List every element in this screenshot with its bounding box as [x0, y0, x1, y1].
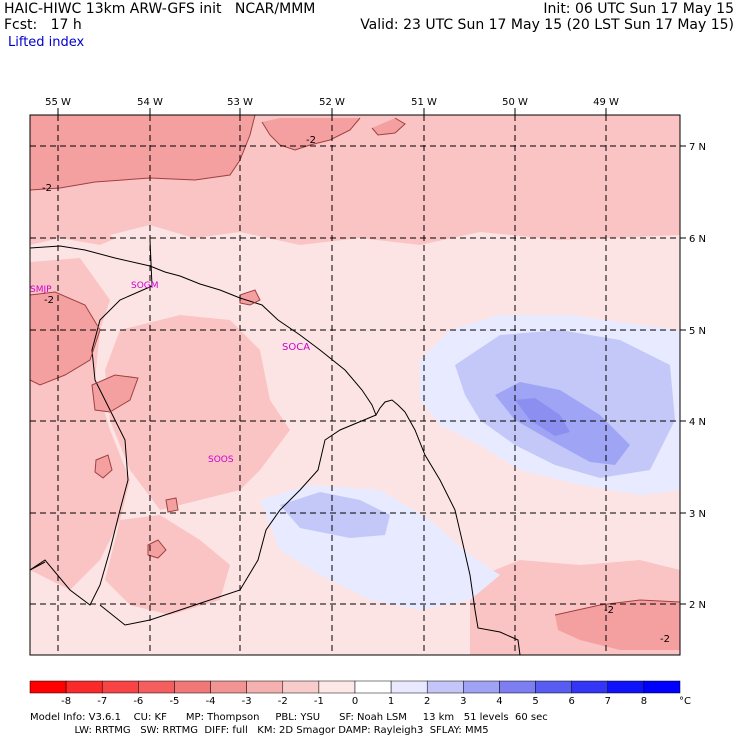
- contour-label: -2: [660, 634, 670, 645]
- lat-label: 4 N: [689, 417, 706, 428]
- lon-labels: 55 W 54 W 53 W 52 W 51 W 50 W 49 W: [45, 97, 619, 108]
- field-red-strong-tc: [262, 118, 360, 150]
- field-red-strong-blob2: [95, 455, 112, 478]
- valid-time: Valid: 23 UTC Sun 17 May 15 (20 LST Sun …: [360, 17, 734, 33]
- colorbar-cell: [65, 680, 103, 694]
- lon-label: 50 W: [502, 97, 528, 108]
- lon-label: 54 W: [137, 97, 163, 108]
- colorbar-tick-label: -2: [278, 696, 288, 707]
- colorbar-cell: [463, 680, 500, 694]
- colorbar-tick-label: -7: [97, 696, 107, 707]
- colorbar-cell: [390, 680, 428, 694]
- field-red-light-patch: [110, 225, 200, 262]
- colorbar-cell: [246, 680, 284, 694]
- colorbar-tick-label: -5: [169, 696, 179, 707]
- field-blue-strongest: [515, 398, 570, 436]
- colorbar-tick-label: 1: [388, 696, 394, 707]
- colorbar-tick-label: 7: [605, 696, 611, 707]
- colorbar-cell: [643, 680, 681, 694]
- colorbar-tick-label: -1: [314, 696, 324, 707]
- colorbar-cell: [571, 680, 609, 694]
- lat-lon-grid: [30, 115, 680, 655]
- model-info-line2: LW: RRTMG SW: RRTMG DIFF: full KM: 2D Sm…: [30, 725, 489, 736]
- axis-ticks: [57, 108, 686, 605]
- init-time: Init: 06 UTC Sun 17 May 15: [543, 1, 734, 17]
- field-red-medium-center: [105, 315, 290, 510]
- forecast-hour: Fcst: 17 h: [4, 17, 82, 33]
- colorbar-tick-label: 3: [460, 696, 466, 707]
- contour-label: -2: [44, 295, 54, 306]
- contour-labels: -2 -2 -2 -2 -2: [42, 135, 670, 645]
- lat-label: 2 N: [689, 600, 706, 611]
- lon-label: 49 W: [593, 97, 619, 108]
- colorbar-tick-label: 8: [641, 696, 647, 707]
- colorbar-tick-label: -6: [133, 696, 143, 707]
- lat-label: 5 N: [689, 326, 706, 337]
- lon-label: 53 W: [227, 97, 253, 108]
- contour-label: -2: [604, 605, 614, 616]
- colorbar-cell: [499, 680, 536, 694]
- field-red-medium-south: [105, 515, 230, 615]
- colorbar-cell: [282, 680, 320, 694]
- colorbar-tick-label: -8: [61, 696, 71, 707]
- lat-label: 6 N: [689, 234, 706, 245]
- station-labels: SMJP SOGM SOCA SOOS: [30, 281, 310, 465]
- field-red-strong-w: [30, 292, 100, 385]
- lat-labels: 7 N 6 N 5 N 4 N 3 N 2 N: [689, 142, 706, 611]
- colorbar-tick-label: -4: [206, 696, 216, 707]
- station-label: SOOS: [208, 455, 234, 465]
- colorbar-cell: [138, 680, 175, 694]
- colorbar-tick-label: 0: [352, 696, 358, 707]
- field-red-strong-se: [555, 600, 680, 650]
- colorbar-cell: [607, 680, 645, 694]
- contours: [30, 115, 680, 616]
- colorbar-tick-label: -3: [242, 696, 252, 707]
- colorbar-cell: [318, 680, 356, 694]
- colorbar-cell: [174, 680, 211, 694]
- field-red-strong-tc2: [372, 118, 405, 135]
- colorbar-tick-label: 5: [532, 696, 538, 707]
- colorbar-cell: [535, 680, 572, 694]
- colorbar-tick-label: 4: [496, 696, 502, 707]
- coastlines: [30, 239, 521, 655]
- colorbar-cell: [29, 680, 67, 694]
- color-bar: -8 -7 -6 -5 -4 -3 -2 -1 0 1 2 3 4 5 6 7 8 °C: [29, 680, 691, 707]
- field-blue-medium-s: [280, 492, 390, 538]
- lon-label: 55 W: [45, 97, 71, 108]
- contour-label: -2: [42, 183, 52, 194]
- field-red-strong-blob5: [166, 498, 178, 512]
- field-red-strong-ul: [30, 115, 255, 190]
- lat-label: 3 N: [689, 509, 706, 520]
- lat-label: 7 N: [689, 142, 706, 153]
- map-frame: [29, 114, 681, 656]
- colorbar-cell: [354, 680, 392, 694]
- header-title: HAIC-HIWC 13km ARW-GFS init NCAR/MMM: [4, 1, 316, 17]
- field-name: Lifted index: [8, 35, 85, 50]
- colorbar-tick-label: 2: [424, 696, 430, 707]
- colorbar-cell: [426, 680, 464, 694]
- colorbar-unit: °C: [679, 696, 691, 707]
- lon-label: 51 W: [411, 97, 437, 108]
- model-info-line1: Model Info: V3.6.1 CU: KF MP: Thompson P…: [30, 712, 548, 723]
- station-label: SMJP: [30, 285, 52, 295]
- lon-label: 52 W: [319, 97, 345, 108]
- station-label: SOCA: [282, 342, 310, 353]
- colorbar-cell: [101, 680, 139, 694]
- contour-label: -2: [306, 135, 316, 146]
- colorbar-tick-label: 6: [568, 696, 574, 707]
- colorbar-cell: [210, 680, 247, 694]
- station-label: SOGM: [131, 281, 159, 291]
- field-red-strong-blob1: [92, 375, 138, 412]
